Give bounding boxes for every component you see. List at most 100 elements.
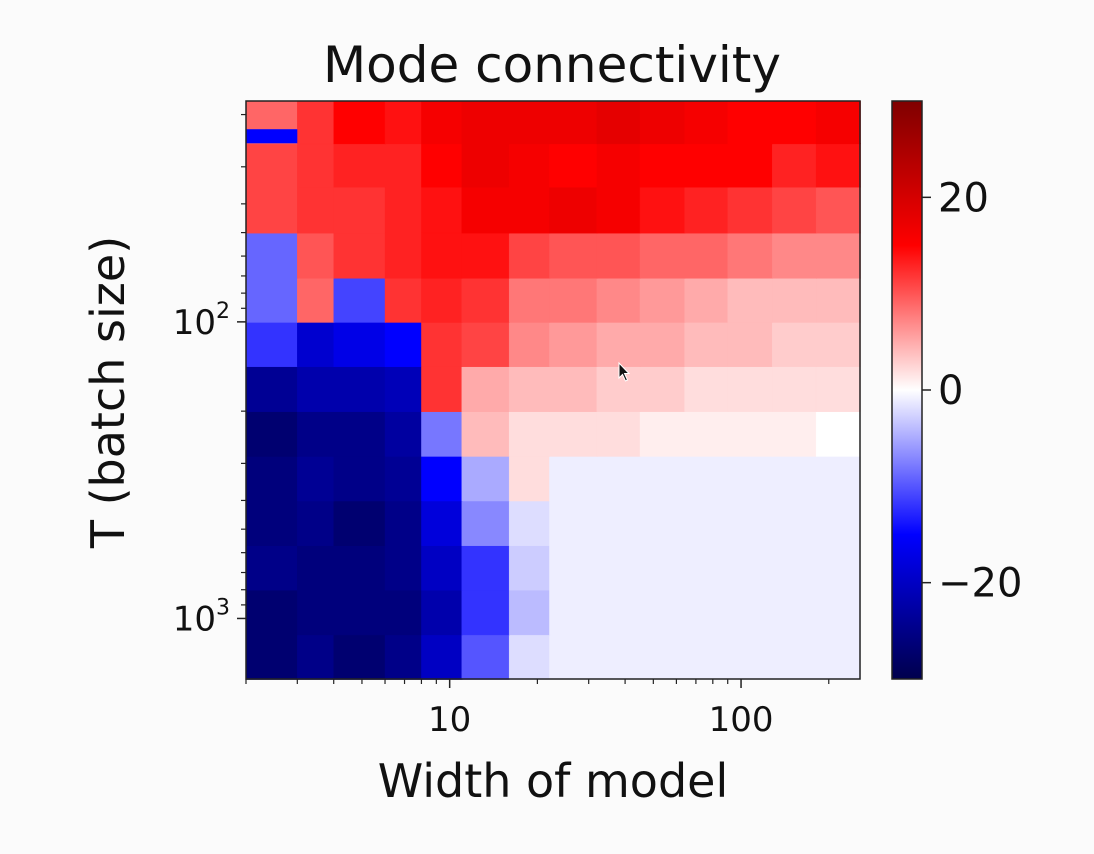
y-axis-label: T (batch size): [81, 236, 135, 549]
heatmap-cell: [772, 544, 817, 591]
heatmap-cell: [639, 544, 686, 591]
heatmap-cell: [421, 321, 463, 367]
heatmap-cell: [508, 143, 551, 188]
y-axis-ticks: 102 103: [173, 113, 246, 639]
heatmap-cell: [297, 365, 335, 412]
heatmap-cell: [245, 143, 299, 188]
x-axis-ticks: 10 100: [245, 679, 830, 740]
heatmap-cell: [421, 232, 463, 279]
heatmap-cell: [384, 143, 423, 188]
heatmap-cell: [421, 500, 463, 546]
heatmap-cell: [245, 277, 299, 323]
heatmap-cell: [421, 589, 463, 636]
heatmap-cell: [772, 143, 817, 188]
heatmap-cell: [772, 100, 817, 145]
heatmap-cell: [461, 455, 510, 502]
heatmap-cell: [596, 634, 641, 680]
heatmap-cell: [384, 544, 423, 591]
heatmap-cell: [639, 143, 686, 188]
heatmap-cell: [245, 321, 299, 367]
heatmap-cell: [596, 500, 641, 546]
heatmap-cell: [245, 544, 299, 591]
colorbar-tick-label: 20: [938, 175, 989, 221]
heatmap-cell: [297, 186, 335, 234]
heatmap-cell: [772, 232, 817, 279]
heatmap-cell: [421, 277, 463, 323]
heatmap-cell: [461, 500, 510, 546]
heatmap-cell: [549, 410, 598, 457]
heatmap-cell: [421, 634, 463, 680]
heatmap-cell: [596, 544, 641, 591]
heatmap-cell: [815, 589, 861, 636]
heatmap-cell: [297, 232, 335, 279]
x-tick-label: 100: [709, 700, 774, 740]
heatmap-cell: [421, 455, 463, 502]
heatmap-cell: [639, 455, 686, 502]
y-tick-label: 102: [173, 299, 230, 343]
heatmap-cell: [596, 410, 641, 457]
heatmap-cell: [549, 100, 598, 145]
heatmap-cell: [333, 100, 386, 145]
heatmap-cell: [333, 410, 386, 457]
heatmap-cell: [421, 410, 463, 457]
heatmap-cell: [596, 143, 641, 188]
y-tick-label: 103: [173, 595, 230, 639]
heatmap-cell: [461, 232, 510, 279]
heatmap-cell: [333, 232, 386, 279]
heatmap-cell: [639, 232, 686, 279]
heatmap-cell: [639, 410, 686, 457]
heatmap-cell: [508, 277, 551, 323]
heatmap-cell: [333, 634, 386, 680]
heatmap-cell: [461, 634, 510, 680]
heatmap-cell: [297, 544, 335, 591]
colorbar-tick-label: −20: [938, 561, 1022, 607]
heatmap-cell: [245, 232, 299, 279]
heatmap-cell: [772, 455, 817, 502]
heatmap-cell: [461, 321, 510, 367]
heatmap-cell: [684, 544, 729, 591]
heatmap-cell: [772, 321, 817, 367]
heatmap-cell: [815, 100, 861, 145]
heatmap-cell: [333, 186, 386, 234]
heatmap-cell: [508, 500, 551, 546]
x-tick-label: 10: [428, 700, 471, 740]
heatmap-cell: [549, 277, 598, 323]
heatmap-cell: [684, 143, 729, 188]
heatmap-cell: [727, 277, 774, 323]
heatmap-cell: [245, 634, 299, 680]
heatmap-cell: [384, 589, 423, 636]
heatmap-cell: [727, 634, 774, 680]
heatmap-cell: [815, 232, 861, 279]
heatmap-cell: [549, 589, 598, 636]
heatmap-cell: [815, 455, 861, 502]
heatmap-cell: [815, 410, 861, 457]
heatmap-cell: [727, 410, 774, 457]
heatmap-cell: [684, 455, 729, 502]
heatmap-cell: [684, 634, 729, 680]
colorbar-ticks: 20 0 −20: [922, 175, 1022, 607]
heatmap-cell: [596, 232, 641, 279]
heatmap-cell: [549, 500, 598, 546]
heatmap-cell: [772, 186, 817, 234]
heatmap-cell: [245, 589, 299, 636]
heatmap-cell: [384, 277, 423, 323]
heatmap-cell: [549, 321, 598, 367]
heatmap-cell: [815, 143, 861, 188]
heatmap-cell: [384, 455, 423, 502]
heatmap-cell: [245, 410, 299, 457]
heatmap-cell: [508, 365, 551, 412]
heatmap-cell: [772, 634, 817, 680]
heatmap-cell: [684, 232, 729, 279]
colorbar: [891, 100, 923, 680]
heatmap-cell: [461, 544, 510, 591]
x-axis-label: Width of model: [378, 754, 728, 808]
heatmap-cell: [384, 634, 423, 680]
heatmap-cell: [772, 410, 817, 457]
heatmap-cell: [596, 277, 641, 323]
heatmap-cell: [549, 634, 598, 680]
heatmap-cell: [421, 544, 463, 591]
heatmap-cell: [596, 365, 641, 412]
heatmap-cell: [727, 143, 774, 188]
heatmap-cell: [384, 410, 423, 457]
heatmap-cell: [727, 321, 774, 367]
